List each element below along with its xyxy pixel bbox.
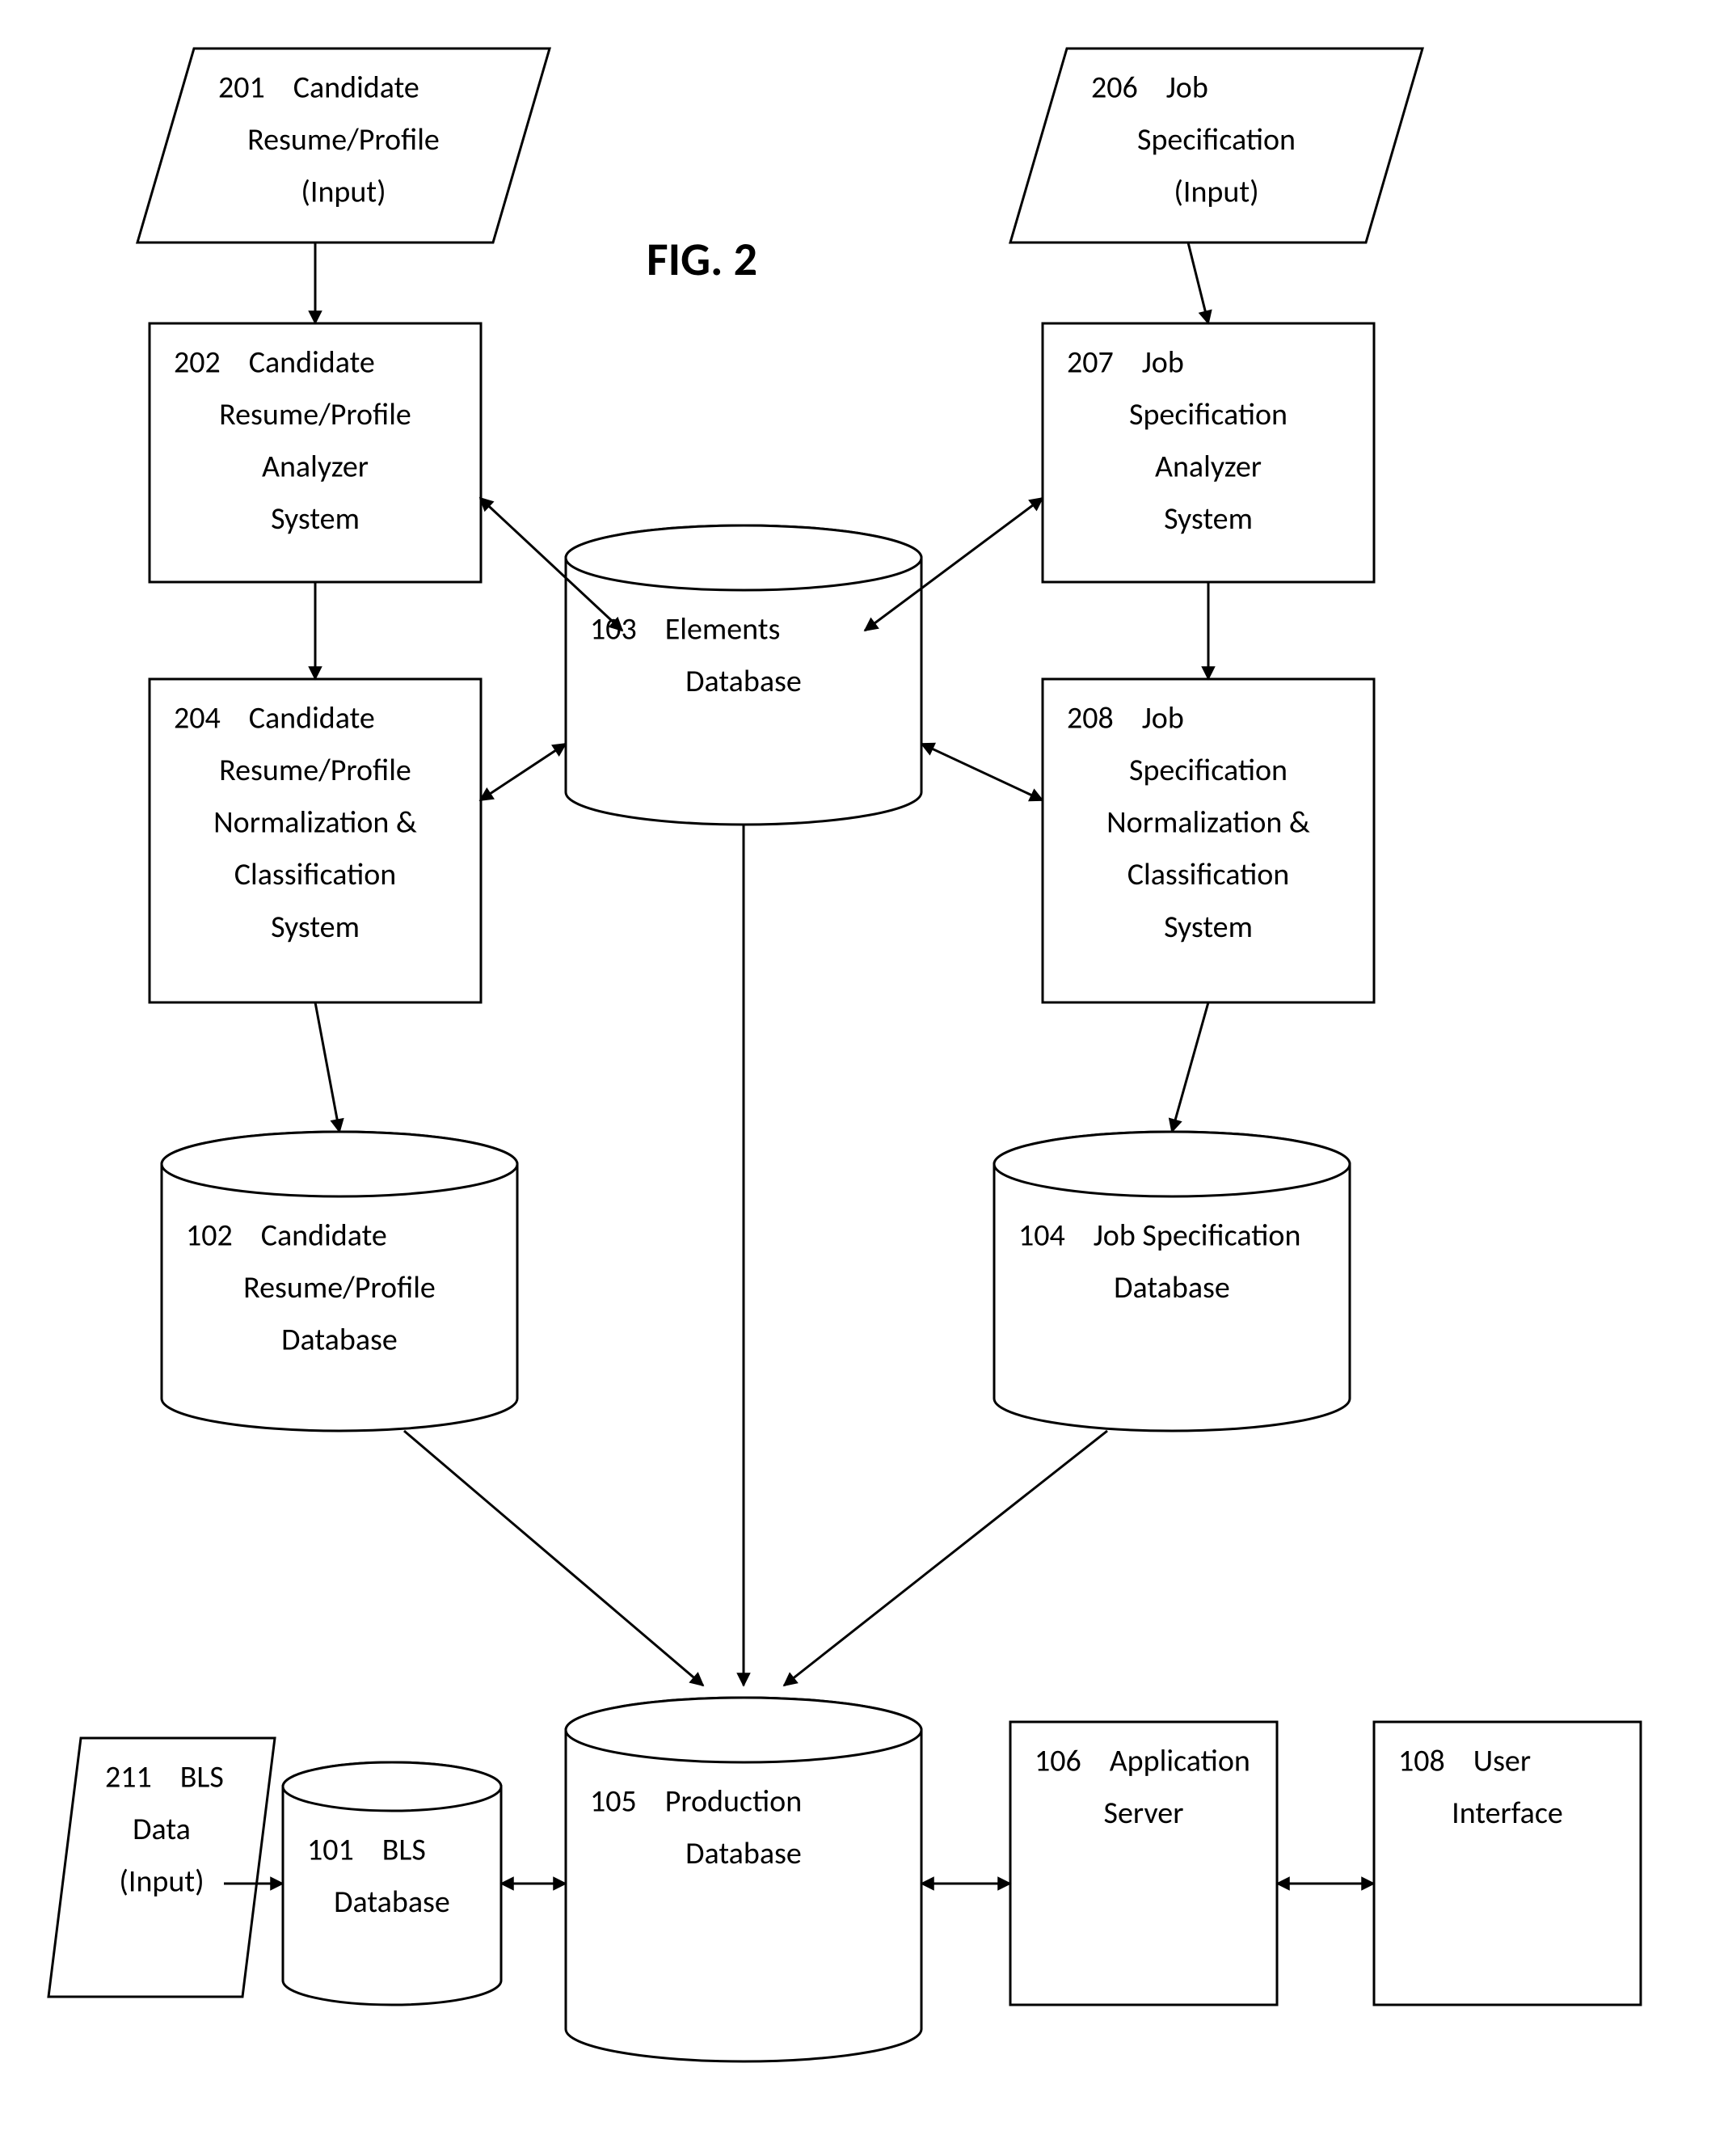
node-id-n102: 102	[186, 1217, 233, 1254]
node-line0-n105: Production	[665, 1783, 802, 1820]
node-line0-n211: BLS	[180, 1758, 224, 1795]
node-line2-n201: (Input)	[301, 174, 386, 211]
node-line3-n202: System	[271, 500, 360, 538]
node-line0-n202: Candidate	[249, 344, 375, 381]
node-line0-n204: Candidate	[249, 699, 375, 736]
diagram-canvas: 201 Candidate Resume/Profile (Input) 206 Job S…	[0, 0, 1728, 2156]
node-line1-n101: Database	[334, 1884, 450, 1921]
node-line1-n108: Interface	[1452, 1795, 1563, 1832]
node-id-n211: 211	[105, 1758, 152, 1795]
node-id-n207: 207	[1067, 344, 1114, 381]
figure-title: FIG. 2	[647, 230, 757, 288]
node-line2-n208: Normalization &	[1106, 804, 1310, 842]
node-id-n108: 108	[1398, 1742, 1445, 1779]
node-line2-n202: Analyzer	[262, 449, 369, 486]
node-line1-n211: Data	[133, 1811, 191, 1848]
node-line0-n201: Candidate	[293, 69, 419, 106]
node-line1-n201: Resume/Profile	[247, 121, 440, 158]
node-line2-n211: (Input)	[119, 1863, 204, 1901]
node-id-n104: 104	[1018, 1217, 1065, 1254]
node-id-n204: 204	[174, 699, 221, 736]
node-line1-n102: Resume/Profile	[243, 1269, 436, 1306]
node-line2-n206: (Input)	[1174, 174, 1258, 211]
node-line2-n204: Normalization &	[213, 804, 417, 842]
node-line1-n204: Resume/Profile	[219, 752, 411, 789]
node-line0-n208: Job	[1142, 699, 1184, 736]
node-id-n201: 201	[218, 69, 265, 106]
node-line0-n102: Candidate	[261, 1217, 387, 1254]
node-line4-n204: System	[271, 909, 360, 946]
node-line0-n104: Job Specification	[1094, 1217, 1301, 1254]
node-line1-n202: Resume/Profile	[219, 396, 411, 433]
node-line1-n208: Specification	[1129, 752, 1288, 789]
node-line1-n207: Specification	[1129, 396, 1288, 433]
node-line0-n106: Application	[1110, 1742, 1250, 1779]
node-line1-n105: Database	[685, 1835, 802, 1872]
node-line1-n104: Database	[1114, 1269, 1230, 1306]
node-id-n206: 206	[1091, 69, 1138, 106]
node-line3-n204: Classification	[234, 856, 397, 893]
node-line0-n103: Elements	[665, 610, 781, 648]
node-id-n202: 202	[174, 344, 221, 381]
node-id-n103: 103	[590, 610, 637, 648]
node-line1-n106: Server	[1104, 1795, 1184, 1832]
node-id-n106: 106	[1035, 1742, 1081, 1779]
node-line2-n207: Analyzer	[1155, 449, 1262, 486]
node-line0-n207: Job	[1142, 344, 1184, 381]
node-line4-n208: System	[1164, 909, 1253, 946]
node-id-n208: 208	[1067, 699, 1114, 736]
node-line0-n108: User	[1473, 1742, 1531, 1779]
node-line3-n208: Classification	[1127, 856, 1290, 893]
node-line1-n206: Specification	[1137, 121, 1296, 158]
node-line0-n206: Job	[1166, 69, 1208, 106]
node-line3-n207: System	[1164, 500, 1253, 538]
node-line2-n102: Database	[281, 1322, 398, 1359]
node-line0-n101: BLS	[382, 1831, 426, 1868]
node-line1-n103: Database	[685, 663, 802, 700]
node-id-n101: 101	[307, 1831, 354, 1868]
node-id-n105: 105	[590, 1783, 637, 1820]
